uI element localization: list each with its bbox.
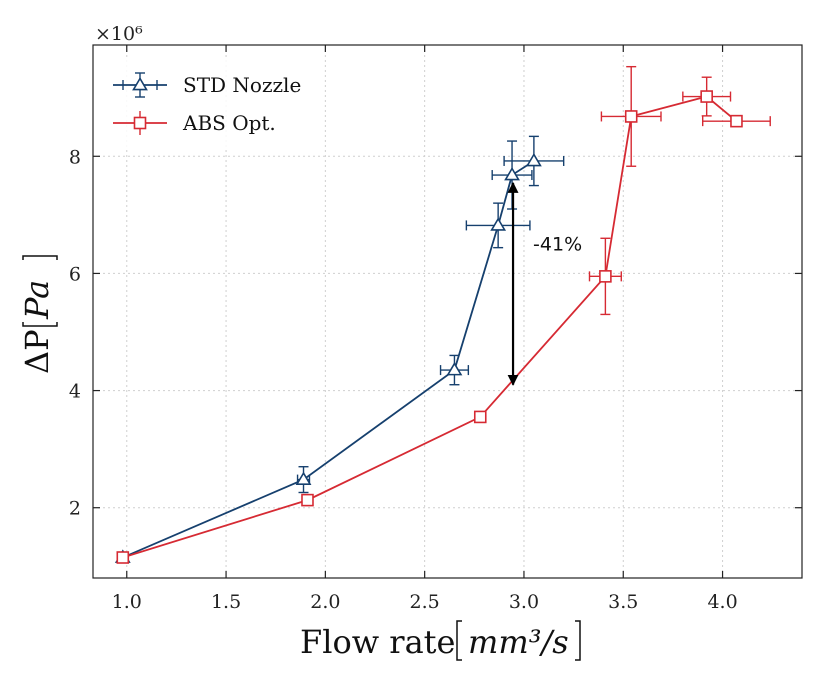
y-axis-label-group: ΔP Pa <box>18 255 58 374</box>
data-point-std-nozzle <box>446 361 463 376</box>
legend-item-abs-opt: ABS Opt. <box>113 111 276 135</box>
x-axis-unit-text: mm³/s <box>468 623 569 661</box>
y-tick-label: 2 <box>69 498 81 520</box>
legend-label-abs-opt: ABS Opt. <box>182 111 276 135</box>
series-abs-opt <box>116 65 771 564</box>
x-tick-label: 1.0 <box>112 591 142 613</box>
legend-item-std-nozzle: STD Nozzle <box>113 72 301 98</box>
x-tick-label: 3.5 <box>608 591 638 613</box>
x-tick-label: 2.0 <box>310 591 340 613</box>
data-point-abs-opt <box>624 110 638 123</box>
y-tick-label: 4 <box>69 381 81 403</box>
data-point-abs-opt <box>730 114 743 128</box>
grid <box>93 45 802 578</box>
legend-label-std-nozzle: STD Nozzle <box>183 73 301 97</box>
series-line-std-nozzle <box>122 160 535 559</box>
data-point-std-nozzle <box>504 166 520 181</box>
x-axis-label: Flow rate <box>300 623 455 661</box>
plot-frame <box>92 44 803 579</box>
y-axis-label: ΔP <box>18 329 56 374</box>
y-axis-unit: Pa <box>18 280 56 320</box>
data-point-abs-opt <box>599 270 612 283</box>
annotation-layer: -41% <box>507 181 582 386</box>
y-tick-label: 8 <box>69 146 81 168</box>
data-point-abs-opt <box>700 90 713 103</box>
legend-marker-abs-opt <box>133 116 147 130</box>
difference-label: -41% <box>533 234 582 256</box>
legend: STD Nozzle ABS Opt. <box>104 60 324 150</box>
data-point-std-nozzle <box>295 471 312 485</box>
data-point-abs-opt <box>473 410 487 424</box>
data-point-std-nozzle <box>490 217 507 231</box>
x-tick-label: 1.5 <box>211 591 241 613</box>
data-point-std-nozzle <box>525 152 542 167</box>
y-tick-label: 6 <box>69 263 81 285</box>
data-point-abs-opt <box>301 493 314 507</box>
tick-layer: 1.0 1.5 2.0 2.5 3.0 3.5 4.0 2 4 6 8 <box>69 45 802 613</box>
series-layer <box>114 65 771 564</box>
legend-marker-std-nozzle <box>132 76 148 91</box>
x-tick-label: 2.5 <box>410 591 440 613</box>
y-multiplier: ×10⁶ <box>95 23 143 45</box>
x-tick-label: 4.0 <box>707 591 737 613</box>
data-point-abs-opt <box>116 551 130 564</box>
x-axis-unit: mm³/s <box>456 620 581 661</box>
x-tick-label: 3.0 <box>509 591 539 613</box>
